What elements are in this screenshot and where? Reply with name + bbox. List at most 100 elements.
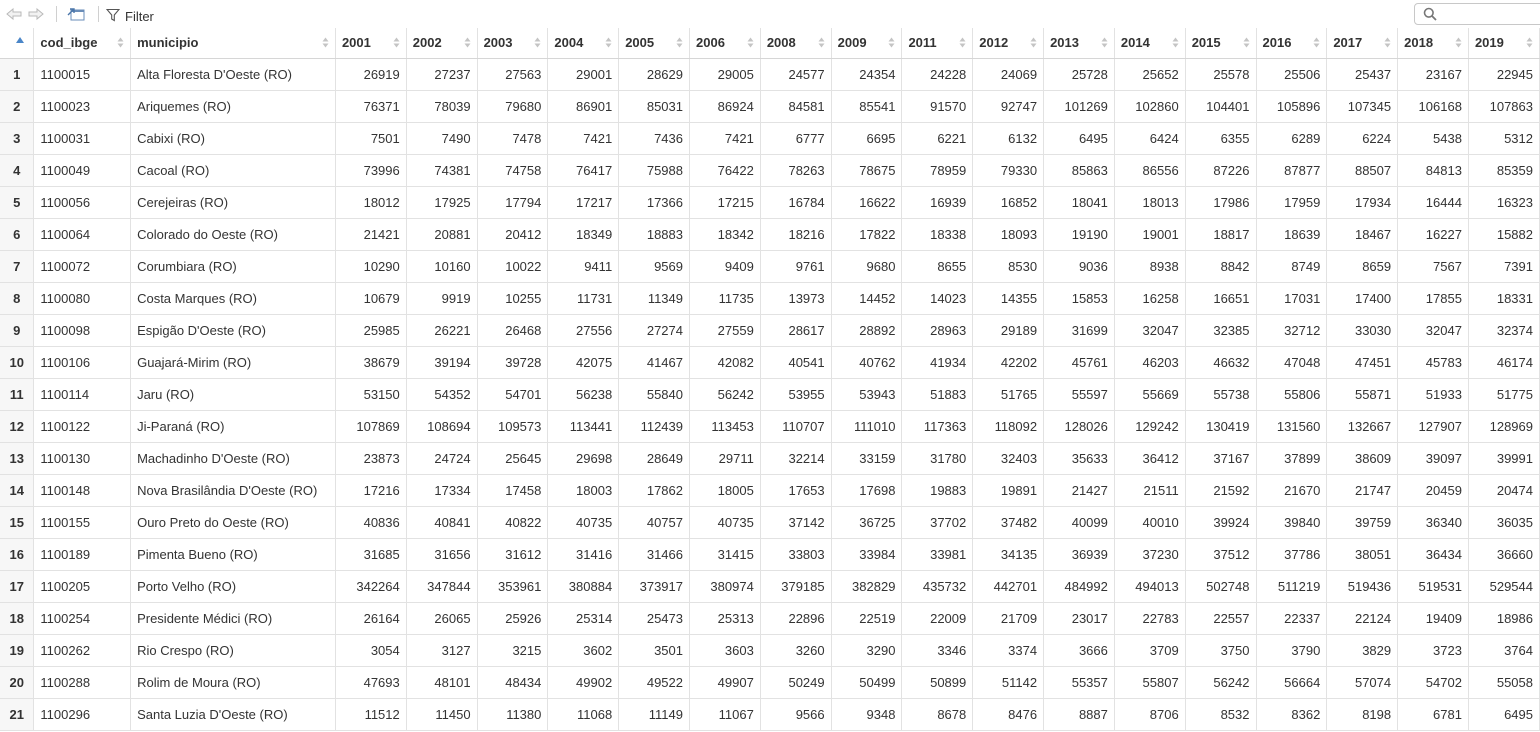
cell-value: 9680 [831, 250, 903, 283]
row-number: 20 [0, 666, 35, 699]
row-number: 5 [0, 186, 35, 219]
column-header[interactable]: 2017 [1326, 28, 1399, 59]
cell-value: 21427 [1043, 474, 1115, 507]
column-header[interactable]: cod_ibge [33, 28, 132, 59]
column-header-label: 2003 [483, 35, 513, 51]
cell-value: 55597 [1043, 378, 1115, 411]
cell-cod-ibge: 1100106 [33, 346, 132, 379]
toolbar-separator [56, 6, 57, 22]
cell-municipio: Rolim de Moura (RO) [130, 666, 336, 699]
column-header[interactable]: 2008 [760, 28, 832, 59]
cell-value: 32403 [972, 442, 1045, 475]
forward-arrow-icon[interactable] [26, 6, 46, 27]
cell-value: 484992 [1043, 570, 1115, 603]
cell-value: 31466 [618, 538, 690, 571]
column-header[interactable]: 2009 [831, 28, 903, 59]
cell-value: 8532 [1185, 698, 1257, 731]
sort-icon [1030, 37, 1037, 48]
cell-municipio: Corumbiara (RO) [130, 250, 336, 283]
search-box[interactable] [1414, 3, 1540, 25]
cell-value: 3764 [1468, 634, 1540, 667]
cell-value: 7490 [406, 122, 478, 155]
row-index-header[interactable] [0, 28, 35, 59]
data-table: cod_ibge municipio 2001 2002 2003 2004 2005 200… [0, 28, 1540, 731]
cell-value: 107863 [1468, 90, 1540, 123]
row-number: 2 [0, 90, 35, 123]
column-header[interactable]: 2002 [406, 28, 478, 59]
filter-button[interactable]: Filter [105, 7, 154, 25]
cell-municipio: Ji-Paraná (RO) [130, 410, 336, 443]
cell-value: 3750 [1185, 634, 1257, 667]
cell-value: 6695 [831, 122, 903, 155]
cell-value: 37899 [1256, 442, 1328, 475]
column-header-label: 2008 [766, 35, 796, 51]
column-header[interactable]: 2006 [689, 28, 761, 59]
column-header[interactable]: municipio [130, 28, 336, 59]
cell-value: 24577 [760, 58, 832, 91]
cell-value: 27563 [477, 58, 549, 91]
cell-municipio: Porto Velho (RO) [130, 570, 336, 603]
cell-value: 11735 [689, 282, 761, 315]
table-row: 6 1100064 Colorado do Oeste (RO) 21421 20881… [0, 218, 1540, 251]
column-header[interactable]: 2016 [1256, 28, 1328, 59]
sort-icon [1313, 37, 1320, 48]
cell-value: 8706 [1114, 698, 1186, 731]
cell-value: 36035 [1468, 506, 1540, 539]
column-header[interactable]: 2013 [1043, 28, 1115, 59]
toolbar-separator [98, 6, 99, 22]
table-row: 19 1100262 Rio Crespo (RO) 3054 3127 3215 3602… [0, 634, 1540, 667]
cell-municipio: Espigão D'Oeste (RO) [130, 314, 336, 347]
cell-value: 55806 [1256, 378, 1328, 411]
cell-value: 10022 [477, 250, 549, 283]
row-number: 17 [0, 570, 35, 603]
cell-value: 37512 [1185, 538, 1257, 571]
cell-value: 502748 [1185, 570, 1257, 603]
column-header[interactable]: 2018 [1397, 28, 1469, 59]
cell-value: 18349 [547, 218, 620, 251]
column-header[interactable]: 2001 [335, 28, 407, 59]
cell-value: 130419 [1185, 410, 1257, 443]
sort-icon [1172, 37, 1179, 48]
cell-value: 3666 [1043, 634, 1115, 667]
cell-value: 18467 [1326, 218, 1399, 251]
column-header[interactable]: 2012 [972, 28, 1045, 59]
cell-value: 92747 [972, 90, 1045, 123]
sort-icon [534, 37, 541, 48]
search-input[interactable] [1443, 5, 1540, 23]
cell-value: 33159 [831, 442, 903, 475]
sort-icon [605, 37, 612, 48]
sort-icon [959, 37, 966, 48]
cell-value: 42202 [972, 346, 1045, 379]
cell-value: 20412 [477, 218, 549, 251]
column-header[interactable]: 2003 [477, 28, 549, 59]
column-header[interactable]: 2011 [901, 28, 974, 59]
cell-value: 40735 [689, 506, 761, 539]
cell-value: 25652 [1114, 58, 1186, 91]
cell-value: 22557 [1185, 602, 1257, 635]
column-header[interactable]: 2019 [1468, 28, 1540, 59]
cell-value: 79330 [972, 154, 1045, 187]
row-number: 14 [0, 474, 35, 507]
cell-value: 41467 [618, 346, 690, 379]
column-header[interactable]: 2004 [547, 28, 620, 59]
column-header-label: 2011 [908, 35, 937, 51]
cell-value: 6132 [972, 122, 1045, 155]
cell-value: 24228 [901, 58, 974, 91]
back-arrow-icon[interactable] [4, 6, 24, 27]
cell-cod-ibge: 1100189 [33, 538, 132, 571]
cell-municipio: Nova Brasilândia D'Oeste (RO) [130, 474, 336, 507]
popout-icon[interactable] [66, 6, 88, 27]
cell-value: 39840 [1256, 506, 1328, 539]
cell-value: 128969 [1468, 410, 1540, 443]
cell-value: 13973 [760, 282, 832, 315]
column-header[interactable]: 2005 [618, 28, 690, 59]
cell-value: 53955 [760, 378, 832, 411]
column-header[interactable]: 2015 [1185, 28, 1257, 59]
column-header-label: 2013 [1050, 35, 1079, 51]
cell-value: 26221 [406, 314, 478, 347]
row-number: 1 [0, 58, 35, 91]
column-header-label: 2015 [1191, 35, 1221, 51]
cell-value: 36434 [1397, 538, 1469, 571]
cell-municipio: Guajará-Mirim (RO) [130, 346, 336, 379]
column-header[interactable]: 2014 [1114, 28, 1186, 59]
